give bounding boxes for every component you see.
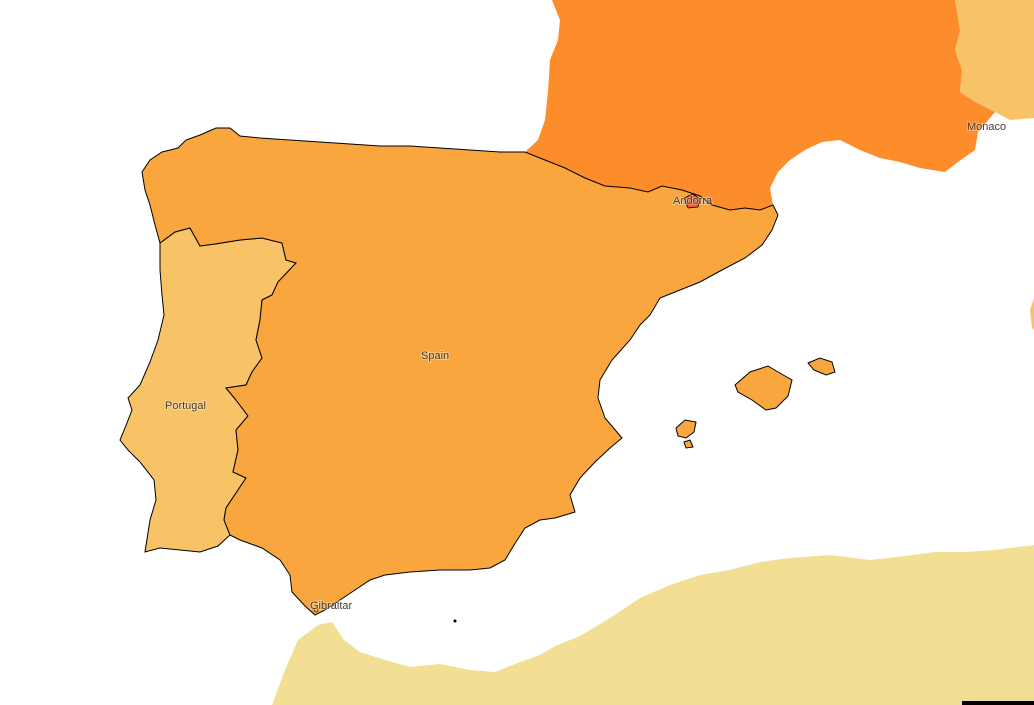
label-gibraltar: Gibraltar xyxy=(310,600,353,612)
alboran-island-dot xyxy=(453,619,457,623)
label-spain: Spain xyxy=(421,350,449,362)
formentera-island[interactable] xyxy=(683,439,694,449)
france-region[interactable] xyxy=(525,0,995,210)
italy-region[interactable] xyxy=(955,0,1034,120)
andorra-region[interactable] xyxy=(683,193,701,209)
north-africa-region[interactable] xyxy=(272,545,1034,705)
sardinia-fragment[interactable] xyxy=(1030,298,1034,330)
label-portugal: Portugal xyxy=(165,400,206,412)
gibraltar-marker[interactable] xyxy=(313,607,319,613)
menorca-island[interactable] xyxy=(807,357,836,376)
spain-region[interactable] xyxy=(141,127,779,616)
label-monaco: Monaco xyxy=(967,121,1006,133)
scale-bar xyxy=(962,701,1034,705)
mallorca-island[interactable] xyxy=(734,365,793,411)
label-andorra: Andorra xyxy=(673,195,713,207)
ibiza-island[interactable] xyxy=(675,419,697,439)
